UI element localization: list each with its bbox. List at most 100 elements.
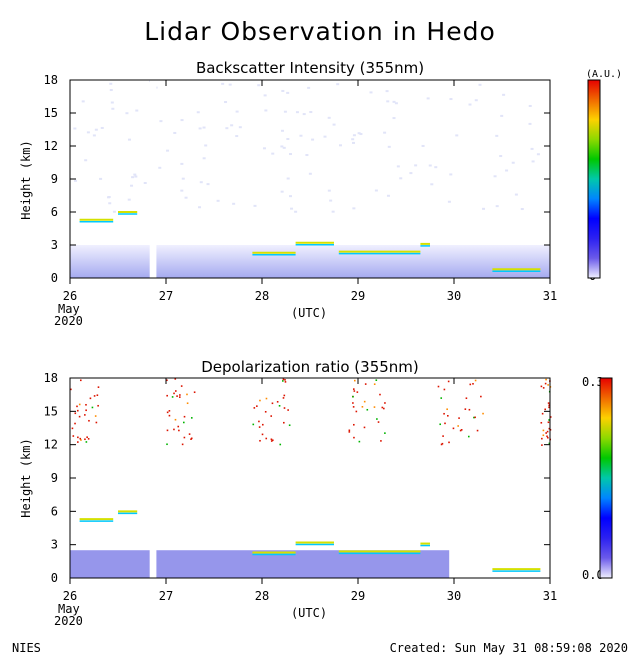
noise-pixel (198, 127, 202, 130)
noise-pixel (493, 175, 497, 178)
y-tick-label: 0 (51, 271, 58, 285)
noise-pixel (288, 153, 292, 156)
cirrus-point (264, 410, 267, 413)
cirrus-point (193, 391, 196, 394)
cirrus-point (270, 415, 273, 417)
noise-pixel (392, 100, 396, 103)
noise-pixel (495, 134, 499, 137)
noise-pixel (108, 202, 112, 205)
cirrus-point (352, 402, 354, 404)
noise-pixel (468, 103, 472, 106)
noise-pixel (309, 111, 313, 114)
noise-pixel (204, 144, 208, 147)
noise-pixel (264, 109, 268, 112)
x-tick-label: 30 (447, 589, 461, 603)
cirrus-point (182, 421, 185, 424)
cirrus-point (270, 438, 273, 441)
noise-pixel (474, 99, 478, 102)
noise-pixel (511, 161, 515, 164)
cirrus-point (363, 400, 366, 403)
cirrus-point (356, 391, 359, 393)
cirrus-point (252, 423, 255, 426)
noise-pixel (235, 110, 239, 113)
cirrus-point (353, 423, 355, 426)
cirrus-point (440, 443, 443, 446)
cirrus-point (78, 415, 81, 418)
cirrus-point (287, 409, 289, 411)
noise-pixel (110, 101, 114, 104)
y-tick-label: 3 (51, 238, 58, 252)
noise-pixel (133, 173, 137, 176)
cirrus-point (85, 441, 88, 443)
noise-pixel (290, 207, 294, 210)
cirrus-point (464, 408, 467, 410)
cirrus-point (541, 437, 543, 440)
x-tick-label: 28 (255, 289, 269, 303)
cirrus-point (95, 421, 98, 424)
noise-pixel (396, 165, 400, 168)
cirrus-point (70, 388, 72, 391)
noise-pixel (73, 127, 77, 130)
cirrus-point (548, 419, 550, 421)
noise-pixel (409, 172, 413, 175)
cirrus-point (375, 379, 378, 381)
cirrus-point (176, 395, 178, 397)
noise-pixel (257, 84, 261, 87)
cirrus-point (97, 386, 100, 388)
data-gap (149, 378, 157, 578)
cirrus-point (353, 379, 356, 382)
cirrus-point (547, 421, 550, 424)
cirrus-point (379, 393, 381, 396)
cirrus-point (548, 406, 550, 409)
noise-pixel (392, 117, 396, 120)
noise-pixel (263, 94, 267, 97)
cirrus-point (544, 382, 547, 385)
noise-pixel (447, 200, 451, 203)
cirrus-point (540, 385, 543, 388)
noise-pixel (482, 207, 486, 210)
cirrus-point (190, 417, 193, 419)
cirrus-point (352, 388, 355, 390)
noise-pixel (235, 135, 239, 138)
cirrus-point (77, 441, 79, 443)
noise-pixel (280, 145, 284, 148)
cirrus-point (348, 431, 351, 433)
cirrus-point (78, 403, 81, 406)
noise-pixel (421, 144, 425, 147)
cirrus-point (256, 405, 258, 407)
noise-pixel (351, 138, 355, 141)
cirrus-point (472, 383, 474, 385)
noise-pixel (531, 160, 535, 163)
noise-pixel (357, 132, 361, 135)
cirrus-point (546, 430, 549, 433)
noise-pixel (502, 93, 506, 96)
noise-pixel (184, 196, 188, 199)
backscatter-panel: Backscatter Intensity (355nm) Height (km… (19, 59, 622, 328)
noise-pixel (112, 210, 116, 213)
noise-pixel (500, 114, 504, 117)
noise-pixel (428, 164, 432, 167)
noise-pixel (329, 199, 333, 202)
noise-pixel (359, 133, 363, 136)
noise-pixel (74, 179, 78, 182)
noise-pixel (125, 112, 129, 115)
noise-pixel (414, 164, 418, 167)
backscatter-year-label: 2020 (54, 314, 83, 328)
cirrus-point (284, 379, 286, 381)
cirrus-point (276, 401, 279, 403)
noise-pixel (202, 157, 206, 160)
cirrus-point (380, 440, 382, 442)
noise-pixel (530, 147, 534, 150)
cirrus-point (96, 394, 99, 397)
cirrus-point (171, 396, 174, 398)
noise-pixel (271, 152, 275, 155)
cirrus-point (173, 428, 175, 431)
cirrus-point (283, 407, 286, 409)
cirrus-point (72, 435, 75, 437)
noise-pixel (499, 155, 503, 158)
cirrus-point (270, 440, 273, 442)
noise-pixel (92, 134, 96, 137)
noise-pixel (143, 182, 147, 185)
noise-pixel (134, 175, 138, 178)
noise-pixel (111, 107, 115, 110)
